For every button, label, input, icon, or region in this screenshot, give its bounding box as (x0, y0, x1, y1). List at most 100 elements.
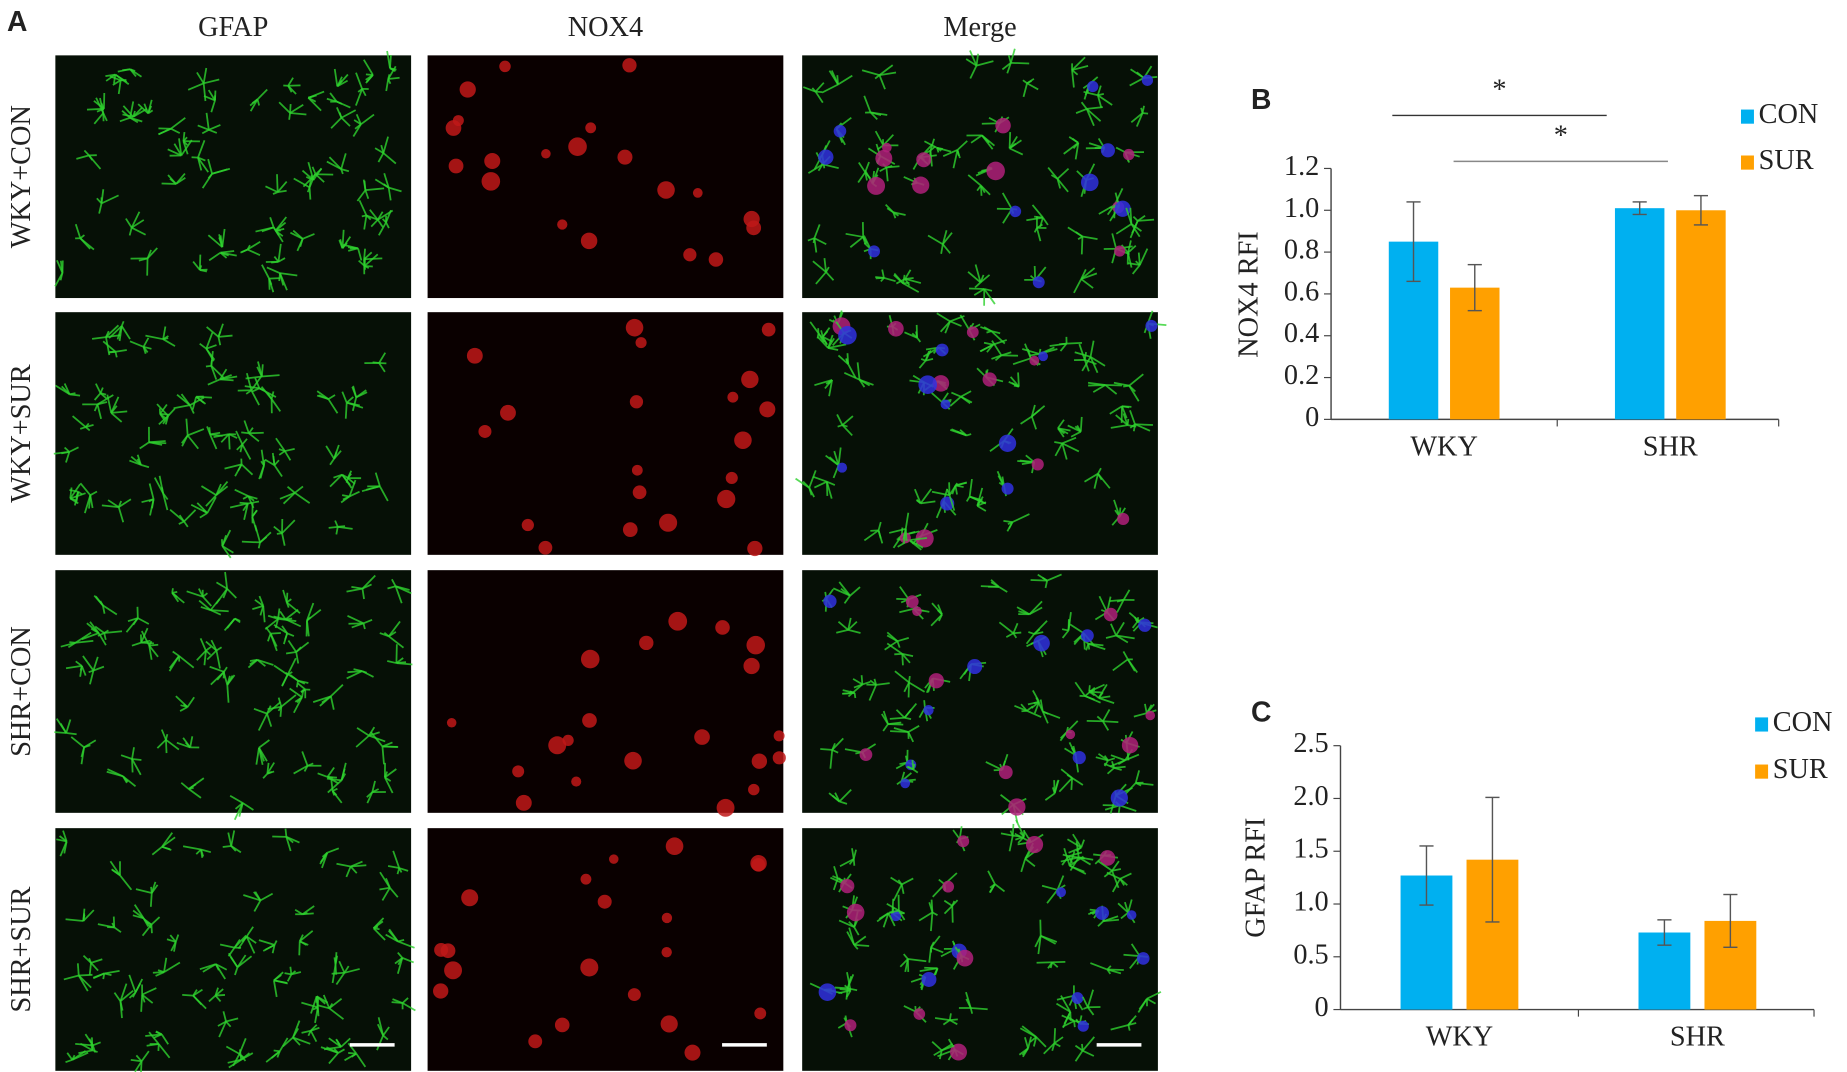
astrocyte-process (287, 85, 297, 95)
astrocyte-process (863, 529, 880, 542)
astrocyte-process (241, 248, 248, 253)
astrocyte-process (371, 780, 376, 793)
cell (912, 176, 930, 194)
astrocyte-process (349, 490, 360, 498)
astrocyte-process (877, 530, 884, 544)
astrocyte-process (401, 997, 409, 1004)
astrocyte-process (882, 710, 889, 725)
astrocyte-process (93, 392, 102, 401)
astrocyte-process (205, 112, 210, 130)
astrocyte-process (887, 912, 896, 927)
astrocyte-process (1097, 467, 1102, 475)
astrocyte-process (336, 80, 343, 87)
astrocyte-process (173, 404, 191, 410)
astrocyte-process (293, 696, 303, 714)
astrocyte-process (976, 60, 994, 67)
astrocyte-process (907, 958, 927, 963)
astrocyte-process (330, 684, 344, 697)
astrocyte-process (178, 655, 195, 669)
astrocyte-process (1041, 884, 1058, 891)
astrocyte-process (857, 171, 866, 183)
astrocyte-process (833, 450, 840, 466)
astrocyte-process (914, 488, 922, 504)
astrocyte-process (270, 1050, 281, 1059)
astrocyte-process (965, 991, 972, 1009)
legend-swatch (1740, 155, 1754, 170)
astrocyte-process (877, 521, 882, 531)
astrocyte-process (218, 334, 233, 338)
astrocyte-process (870, 529, 879, 532)
cell (751, 857, 766, 872)
astrocyte-process (301, 1029, 311, 1034)
astrocyte-process (113, 992, 122, 1002)
astrocyte-process (377, 152, 385, 163)
astrocyte-process (178, 514, 185, 522)
astrocyte-process (108, 350, 116, 354)
astrocyte-process (979, 343, 994, 353)
astrocyte-process (1071, 56, 1086, 71)
astrocyte-process (1072, 142, 1079, 150)
astrocyte-process (1107, 757, 1116, 762)
astrocyte-process (970, 1007, 988, 1011)
astrocyte-process (1113, 499, 1121, 517)
astrocyte-process (930, 899, 934, 913)
astrocyte-process (1012, 834, 1021, 838)
astrocyte-process (149, 892, 153, 907)
astrocyte-process (1026, 82, 1039, 91)
astrocyte-process (1111, 860, 1120, 872)
astrocyte-process (888, 527, 906, 534)
astrocyte-process (1102, 720, 1119, 724)
astrocyte-process (215, 646, 223, 652)
astrocyte-process (175, 695, 189, 708)
astrocyte-process (1132, 424, 1136, 432)
astrocyte-process (119, 989, 134, 1002)
cell (741, 370, 759, 389)
astrocyte-process (91, 336, 107, 340)
astrocyte-process (1044, 580, 1049, 589)
astrocyte-process (1116, 634, 1135, 640)
astrocyte-process (1080, 839, 1085, 848)
astrocyte-process (165, 739, 168, 754)
cell (859, 748, 873, 761)
astrocyte-process (121, 325, 131, 340)
astrocyte-process (366, 791, 373, 798)
astrocyte-process (382, 1034, 389, 1041)
astrocyte-process (827, 343, 847, 349)
astrocyte-process (277, 608, 281, 620)
astrocyte-process (241, 431, 249, 435)
astrocyte-process (1019, 831, 1025, 838)
astrocyte-process (1086, 989, 1094, 1008)
astrocyte-process (1115, 621, 1125, 636)
astrocyte-process (131, 219, 145, 229)
cell (433, 983, 449, 999)
astrocyte-process (839, 858, 855, 868)
astrocyte-process (83, 149, 90, 157)
astrocyte-process (1061, 442, 1080, 453)
astrocyte-process (198, 599, 212, 611)
astrocyte-process (129, 68, 142, 78)
astrocyte-process (903, 953, 909, 960)
astrocyte-process (980, 185, 986, 194)
astrocyte-process (1001, 192, 1013, 210)
astrocyte-process (210, 365, 218, 380)
cell (1136, 952, 1150, 965)
astrocyte-process (134, 1060, 143, 1072)
astrocyte-process (840, 587, 851, 597)
astrocyte-process (234, 488, 249, 497)
astrocyte-process (1096, 715, 1104, 722)
astrocyte-process (960, 395, 973, 404)
astrocyte-process (1028, 600, 1043, 615)
astrocyte-process (986, 344, 994, 353)
y-tick-label: 1.0 (1284, 193, 1319, 224)
astrocyte-process (1107, 968, 1122, 975)
astrocyte-process (78, 973, 93, 977)
astrocyte-process (336, 100, 343, 105)
cell (661, 912, 673, 924)
astrocyte-process (73, 491, 80, 506)
astrocyte-process (1106, 767, 1115, 775)
astrocyte-process (825, 266, 830, 273)
astrocyte-process (328, 156, 342, 170)
astrocyte-process (210, 100, 216, 113)
astrocyte-process (215, 480, 229, 496)
